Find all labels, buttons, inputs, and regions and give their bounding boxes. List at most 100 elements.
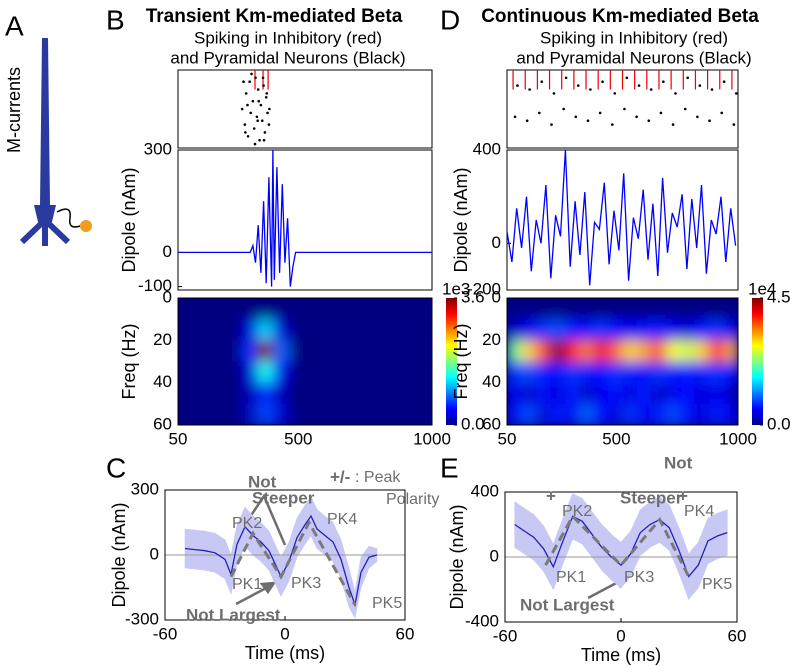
heatmap-cell	[564, 340, 580, 362]
heatmap-cell	[241, 298, 258, 320]
pyramidal-spike	[698, 84, 702, 87]
heatmap-cell	[636, 403, 652, 425]
heatmap-cell	[352, 403, 369, 425]
pyramidal-spike	[586, 119, 590, 122]
annotation: Not Largest	[186, 605, 281, 624]
heatmap-cell	[636, 298, 652, 320]
neuron	[19, 38, 92, 246]
heatmap-cell	[225, 403, 242, 425]
heatmap-cell	[384, 319, 401, 341]
heatmap-cell	[593, 382, 609, 405]
heatmap-cell	[694, 403, 710, 425]
pyramidal-spike	[516, 84, 519, 87]
heatmap-cell	[257, 298, 274, 320]
heatmap-cell	[289, 403, 306, 425]
pyramidal-spike	[562, 107, 565, 111]
heatmap-cell	[320, 298, 338, 320]
heatmap-cell	[320, 340, 338, 362]
annotation: +	[678, 486, 688, 505]
heatmap-cell	[709, 319, 725, 341]
annotation: PK1	[232, 576, 262, 593]
heatmap-cell	[368, 340, 385, 362]
pyramidal-spike	[564, 76, 568, 80]
heatmap-cell	[384, 340, 401, 362]
heatmap-cell	[521, 403, 537, 425]
heatmap-cell	[336, 298, 354, 320]
annotation: PK3	[291, 575, 321, 592]
heatmap-cell	[305, 319, 322, 341]
heatmap-cell	[225, 361, 242, 384]
y-tick-label: 0	[492, 233, 501, 252]
annotation: PK4	[327, 511, 357, 528]
y-tick-label: -200	[467, 279, 501, 298]
heatmap-cell	[241, 319, 258, 341]
pyramidal-spike	[649, 88, 653, 91]
plot-frame	[177, 297, 433, 426]
pyramidal-spike	[525, 119, 529, 122]
pyramidal-spike	[265, 92, 269, 95]
heatmap-cells	[507, 298, 738, 425]
pyramidal-spike	[610, 123, 614, 126]
pyramidal-spike	[267, 123, 271, 126]
heatmap-cell	[622, 403, 638, 425]
pyramidal-spike	[613, 92, 617, 95]
colorbar-tick-label: 4.5	[767, 287, 791, 306]
heatmap-cell	[273, 361, 290, 384]
heatmap-cell	[193, 340, 211, 362]
heatmap-cell	[723, 298, 738, 320]
dipole-line	[178, 149, 432, 287]
heatmap-cell	[535, 319, 551, 341]
heatmap-cell	[579, 340, 595, 362]
annotation: PK1	[556, 569, 586, 586]
pyramidal-spike	[623, 107, 626, 111]
heatmap-cell	[336, 361, 354, 384]
pyramidal-spike	[540, 80, 544, 83]
heatmap-cell	[680, 403, 696, 425]
pyramidal-spike	[261, 76, 265, 80]
heatmap-cell	[622, 382, 638, 405]
y-tick-label: 0	[150, 544, 159, 563]
pyramidal-spike	[254, 76, 257, 80]
heatmap-cell	[608, 382, 623, 405]
annotation: Steeper	[252, 488, 315, 507]
heatmap-cell	[665, 340, 681, 362]
heatmap-cell	[550, 361, 566, 384]
heatmap-cell	[368, 361, 385, 384]
y-axis-label: Dipole (nAm)	[119, 167, 139, 272]
heatmap-cell	[416, 319, 432, 341]
annotation: Not Largest	[520, 595, 615, 614]
heatmap-cell	[225, 382, 242, 405]
heatmap-cell	[608, 403, 623, 425]
heatmap-cell	[723, 340, 738, 362]
heatmap-cell	[178, 319, 195, 341]
pyramidal-spike	[659, 111, 663, 115]
pyramidal-spike	[249, 111, 253, 115]
heatmap-cell	[680, 319, 696, 341]
x-tick-label: 0	[616, 626, 625, 645]
heatmap-cell	[257, 340, 274, 362]
x-tick-label: 500	[602, 429, 630, 448]
heatmap-cell	[636, 340, 652, 362]
y-tick-label: 300	[131, 479, 159, 498]
pyramidal-spike	[683, 107, 687, 111]
panel-subtitle: Spiking in Inhibitory (red)	[540, 28, 728, 47]
pyramidal-spike	[538, 111, 541, 115]
pyramidal-spike	[671, 123, 675, 126]
heatmap-cell	[593, 361, 609, 384]
heatmap-cell	[289, 361, 306, 384]
pyramidal-spike	[258, 138, 261, 142]
annotation: PK2	[562, 503, 592, 520]
heatmap-cell	[384, 382, 401, 405]
heatmap-cell	[416, 340, 432, 362]
heatmap-cell	[241, 340, 258, 362]
pyramidal-spike	[696, 115, 699, 119]
pyramidal-spike	[266, 111, 269, 115]
pyramidal-spike	[259, 103, 263, 107]
heatmap-cell	[521, 298, 537, 320]
heatmap-cell	[622, 361, 638, 384]
heatmap-cell	[416, 382, 432, 405]
heatmap-cell	[193, 319, 211, 341]
heatmap-cell	[564, 382, 580, 405]
pyramidal-spike	[637, 84, 641, 87]
